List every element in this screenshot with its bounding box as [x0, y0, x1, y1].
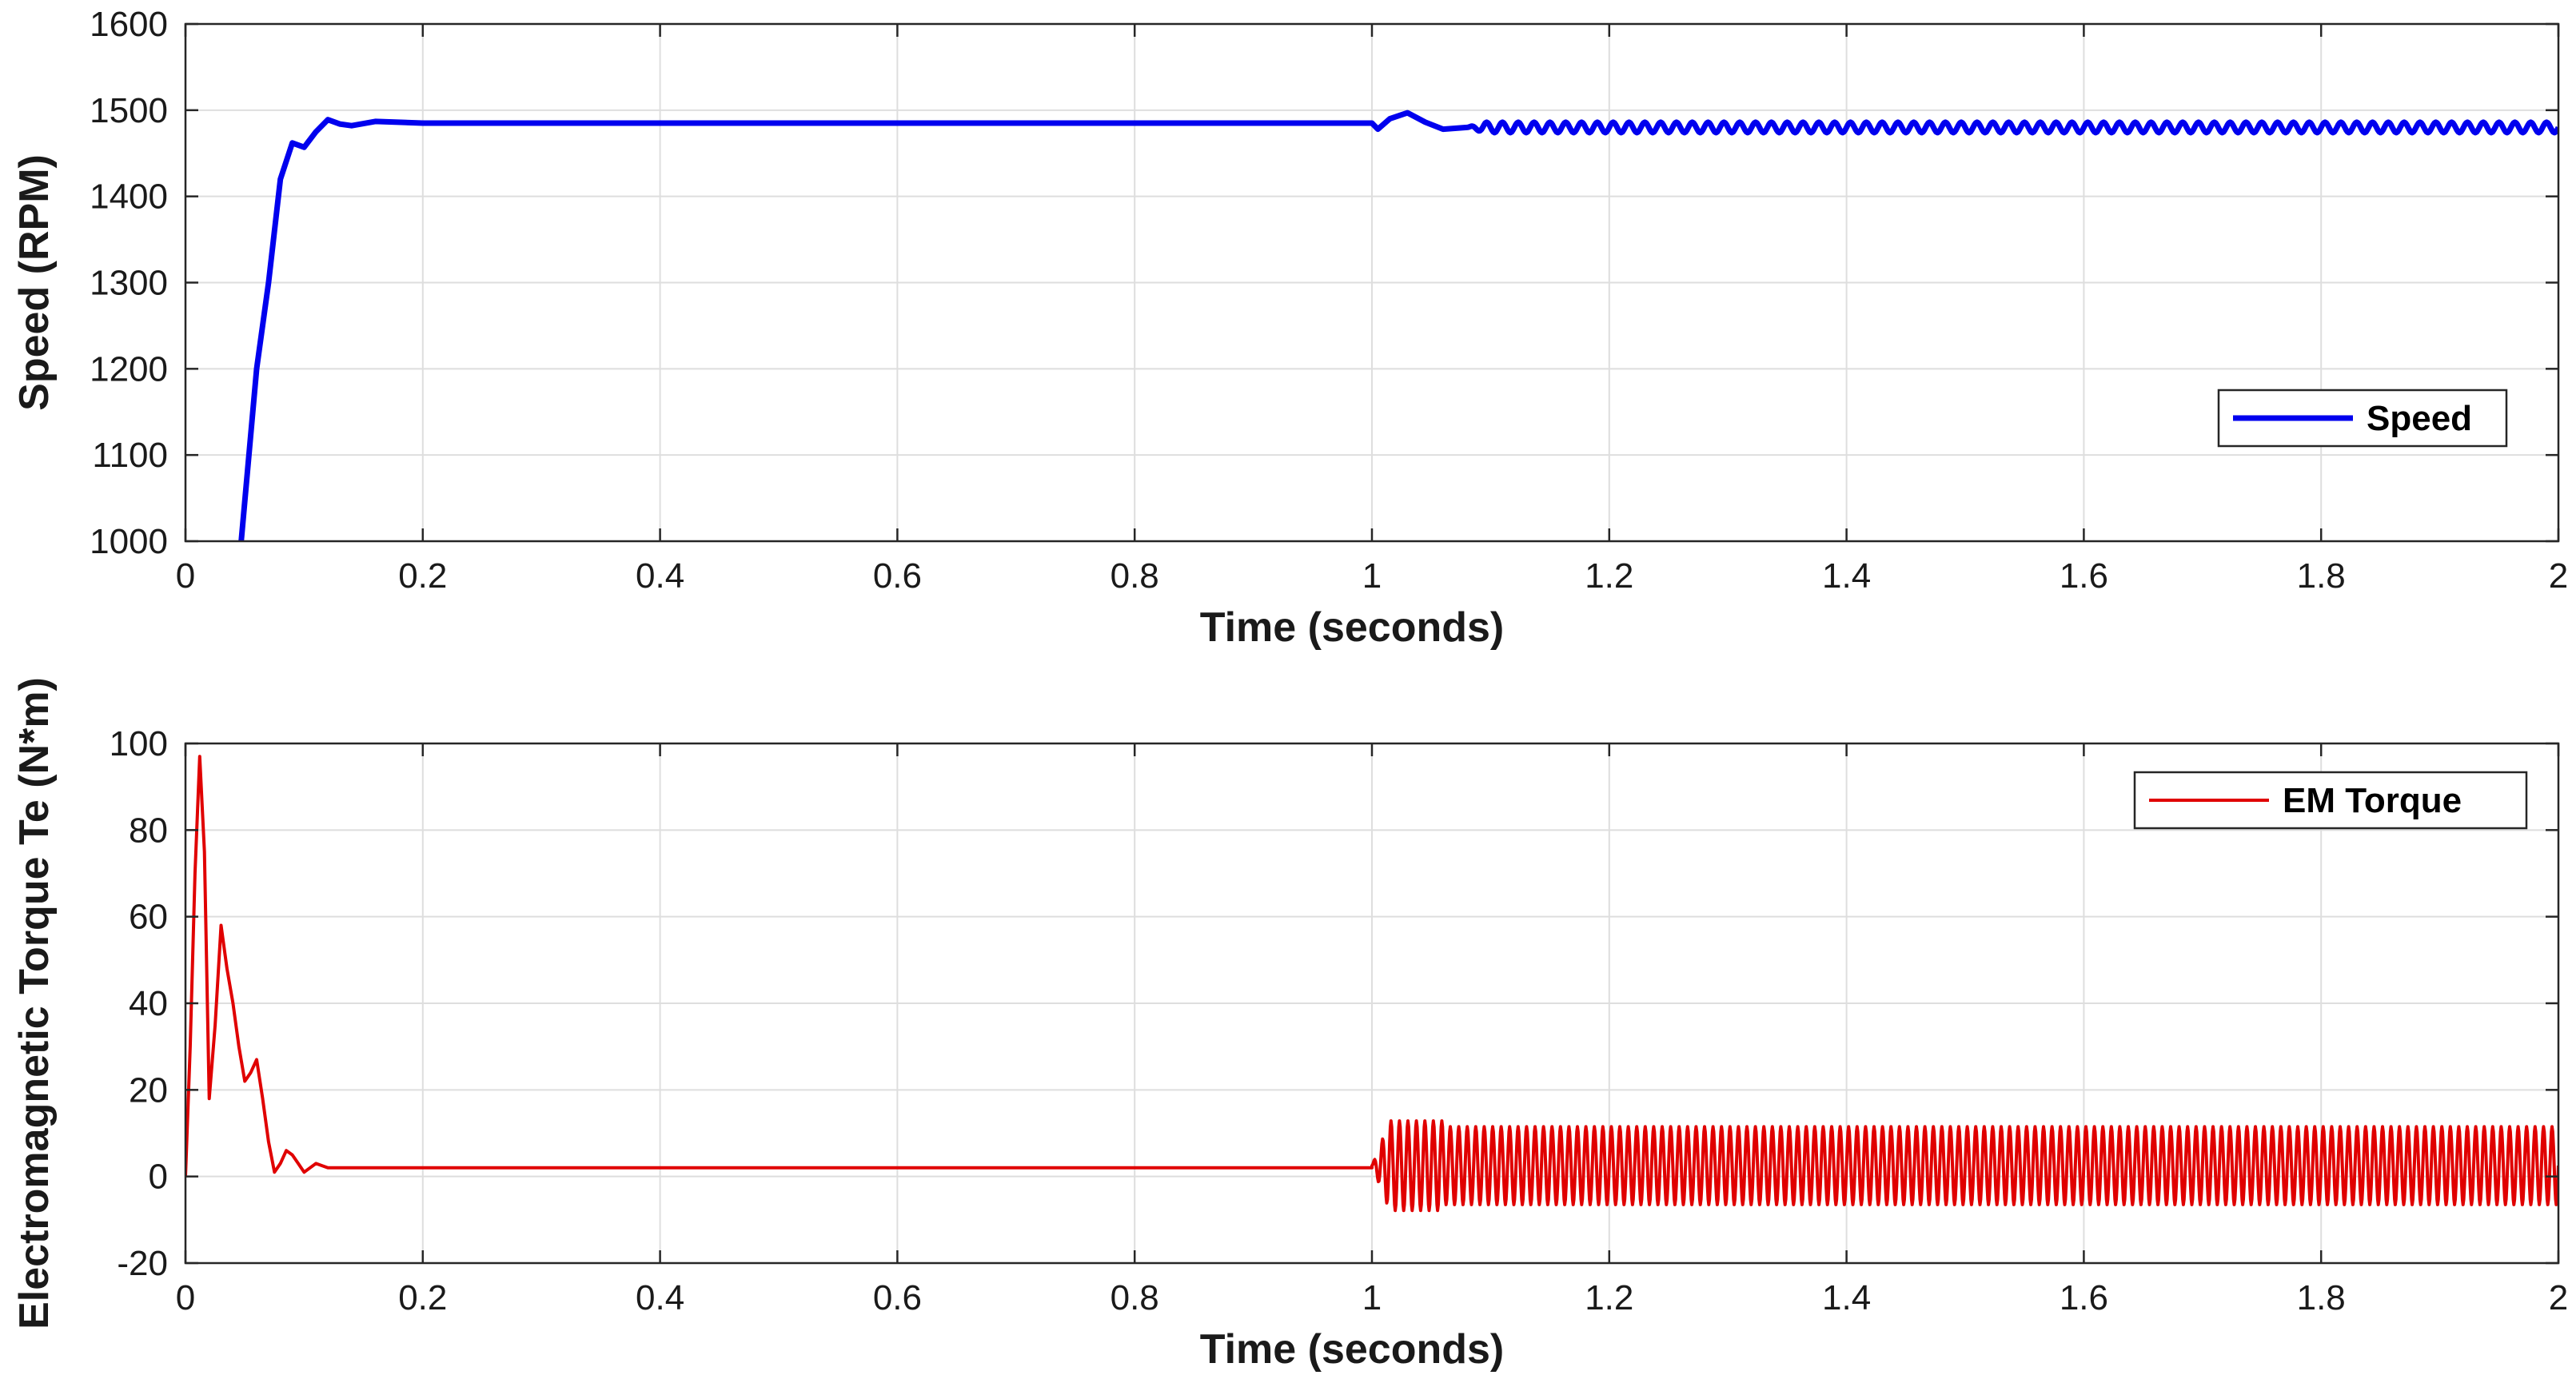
- x-tick-label: 2: [2549, 556, 2568, 596]
- x-tick-label: 1.4: [1822, 556, 1871, 596]
- x-tick-label: 2: [2549, 1278, 2568, 1317]
- y-tick-label: 20: [129, 1070, 168, 1110]
- y-tick-label: 40: [129, 984, 168, 1023]
- y-tick-label: 1000: [90, 522, 168, 561]
- y-tick-label: 80: [129, 811, 168, 850]
- x-tick-label: 1.6: [2060, 1278, 2108, 1317]
- x-tick-label: 1: [1362, 556, 1382, 596]
- x-tick-label: 0.2: [398, 1278, 447, 1317]
- x-axis-label: Time (seconds): [1200, 604, 1504, 651]
- legend-box: [2133, 771, 2528, 830]
- y-tick-label: 60: [129, 898, 168, 937]
- y-axis-label: Electromagnetic Torque Te (N*m): [11, 677, 58, 1329]
- x-tick-label: 0.2: [398, 556, 447, 596]
- speed-plot: 0 0.2 0.4 0.6 0.8 1 1.2 1.4 1.6 1.8 2 1000 1100 1200 1…: [11, 5, 2568, 651]
- series-line-speed: [238, 110, 2558, 541]
- x-tick-label: 1.4: [1822, 1278, 1871, 1317]
- x-tick-label: 0.6: [873, 556, 922, 596]
- x-tick-label: 0: [176, 1278, 195, 1317]
- x-tick-label: 1: [1362, 1278, 1382, 1317]
- x-tick-label: 0.6: [873, 1278, 922, 1317]
- y-tick-label: 1200: [90, 349, 168, 389]
- legend-entry-label: Speed: [2367, 399, 2472, 438]
- x-tick-label: 1.8: [2297, 556, 2346, 596]
- y-tick-label: 1400: [90, 177, 168, 217]
- y-tick-label: 1300: [90, 264, 168, 303]
- y-axis-label: Speed (RPM): [11, 154, 58, 411]
- y-tick-label: -20: [117, 1244, 168, 1283]
- x-tick-label: 0.8: [1111, 1278, 1159, 1317]
- legend: EM Torque: [2133, 771, 2528, 830]
- y-tick-label: 100: [110, 724, 168, 763]
- x-tick-label: 1.8: [2297, 1278, 2346, 1317]
- x-axis-label: Time (seconds): [1200, 1326, 1504, 1373]
- y-tick-label: 1600: [90, 5, 168, 44]
- y-tick-label: 1500: [90, 91, 168, 130]
- y-tick-label: 1100: [92, 436, 168, 475]
- x-tick-label: 1.6: [2060, 556, 2108, 596]
- x-tick-label: 0.4: [636, 556, 684, 596]
- x-tick-label: 0.8: [1111, 556, 1159, 596]
- legend-entry-label: EM Torque: [2283, 781, 2462, 820]
- series-line-em-torque: [185, 755, 2558, 1213]
- torque-plot: 0 0.2 0.4 0.6 0.8 1 1.2 1.4 1.6 1.8 2-200204060801…: [11, 677, 2568, 1373]
- x-tick-label: 1.2: [1585, 1278, 1633, 1317]
- legend: Speed: [2217, 389, 2508, 448]
- x-tick-label: 0: [176, 556, 195, 596]
- x-tick-label: 0.4: [636, 1278, 684, 1317]
- x-tick-label: 1.2: [1585, 556, 1633, 596]
- y-tick-label: 0: [149, 1158, 168, 1197]
